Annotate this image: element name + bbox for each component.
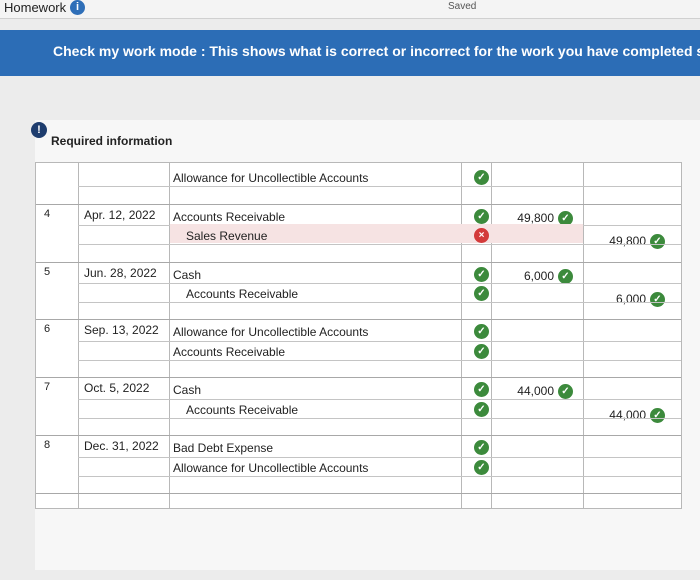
check-icon: ✓ [474, 285, 489, 301]
journal-table: Allowance for Uncollectible Accounts ✓ 4 Ap… [35, 162, 682, 509]
banner: Check my work mode : This shows what is … [0, 30, 700, 76]
check-icon: ✓ [474, 343, 489, 359]
debit-amount[interactable]: 6,000 [523, 268, 554, 283]
row-divider [78, 456, 681, 458]
entry-date: Oct. 5, 2022 [84, 381, 150, 396]
debit-amount[interactable]: 49,800 [517, 210, 554, 225]
row-divider [78, 360, 681, 361]
check-icon: ✓ [650, 291, 665, 307]
entry-date: Dec. 31, 2022 [84, 439, 159, 454]
check-icon: ✓ [558, 268, 573, 284]
entry-divider [36, 261, 681, 263]
section-label[interactable]: Required information [51, 134, 173, 148]
account-name[interactable]: Accounts Receivable [173, 344, 286, 359]
column-divider [78, 163, 79, 508]
account-name[interactable]: Cash [173, 383, 202, 398]
save-status: Saved [448, 1, 477, 12]
check-icon: ✓ [650, 233, 665, 249]
info-icon[interactable]: i [70, 0, 85, 15]
check-icon: ✓ [474, 324, 489, 340]
entry-divider [36, 435, 681, 437]
row-divider [78, 340, 681, 342]
check-icon: ✓ [558, 384, 573, 400]
entry-number: 4 [44, 207, 51, 220]
account-name[interactable]: Accounts Receivable [186, 402, 299, 417]
credit-amount[interactable]: 44,000 [609, 407, 646, 422]
check-icon: ✓ [474, 382, 489, 398]
check-icon: ✓ [474, 208, 489, 224]
entry-number: 6 [44, 323, 51, 336]
banner-text: Check my work mode : This shows what is … [53, 43, 700, 59]
row-divider [78, 186, 681, 188]
account-name[interactable]: Cash [173, 267, 202, 282]
entry-date: Sep. 13, 2022 [84, 323, 159, 338]
account-name[interactable]: Bad Debt Expense [173, 441, 274, 456]
entry-divider [36, 493, 681, 495]
entry-divider [36, 377, 681, 379]
entry-number: 7 [44, 381, 51, 394]
credit-amount[interactable]: 6,000 [615, 291, 646, 306]
debit-amount[interactable]: 44,000 [517, 384, 554, 399]
check-icon: ✓ [650, 407, 665, 423]
entry-divider [36, 319, 681, 321]
entry-divider [36, 203, 681, 205]
row-divider [78, 244, 681, 246]
error-icon: × [474, 227, 489, 243]
account-name[interactable]: Accounts Receivable [186, 286, 299, 301]
account-name[interactable]: Allowance for Uncollectible Accounts [173, 325, 369, 340]
entry-date: Apr. 12, 2022 [84, 207, 156, 222]
account-name[interactable]: Sales Revenue [186, 228, 268, 243]
title: Homework [4, 0, 67, 15]
check-icon: ✓ [474, 440, 489, 456]
account-name[interactable]: Accounts Receivable [173, 209, 286, 224]
alert-icon: ! [31, 122, 47, 138]
column-divider [491, 163, 492, 508]
row-divider [78, 398, 681, 400]
credit-amount[interactable]: 49,800 [609, 233, 646, 248]
entry-number: 8 [44, 439, 51, 452]
check-icon: ✓ [474, 170, 489, 185]
column-divider [169, 163, 170, 508]
row-divider [78, 417, 681, 419]
account-name[interactable]: Allowance for Uncollectible Accounts [173, 460, 369, 475]
account-name[interactable]: Allowance for Uncollectible Accounts [173, 171, 369, 185]
column-divider [461, 163, 462, 508]
row-divider [78, 282, 681, 284]
check-icon: ✓ [474, 266, 489, 282]
entry-number: 5 [44, 265, 51, 278]
check-icon: ✓ [558, 210, 573, 226]
row-divider [78, 302, 681, 304]
top-bar [0, 0, 700, 19]
check-icon: ✓ [474, 459, 489, 475]
entry-date: Jun. 28, 2022 [84, 265, 157, 280]
check-icon: ✓ [474, 401, 489, 417]
column-divider [583, 163, 584, 508]
row-divider [78, 475, 681, 477]
